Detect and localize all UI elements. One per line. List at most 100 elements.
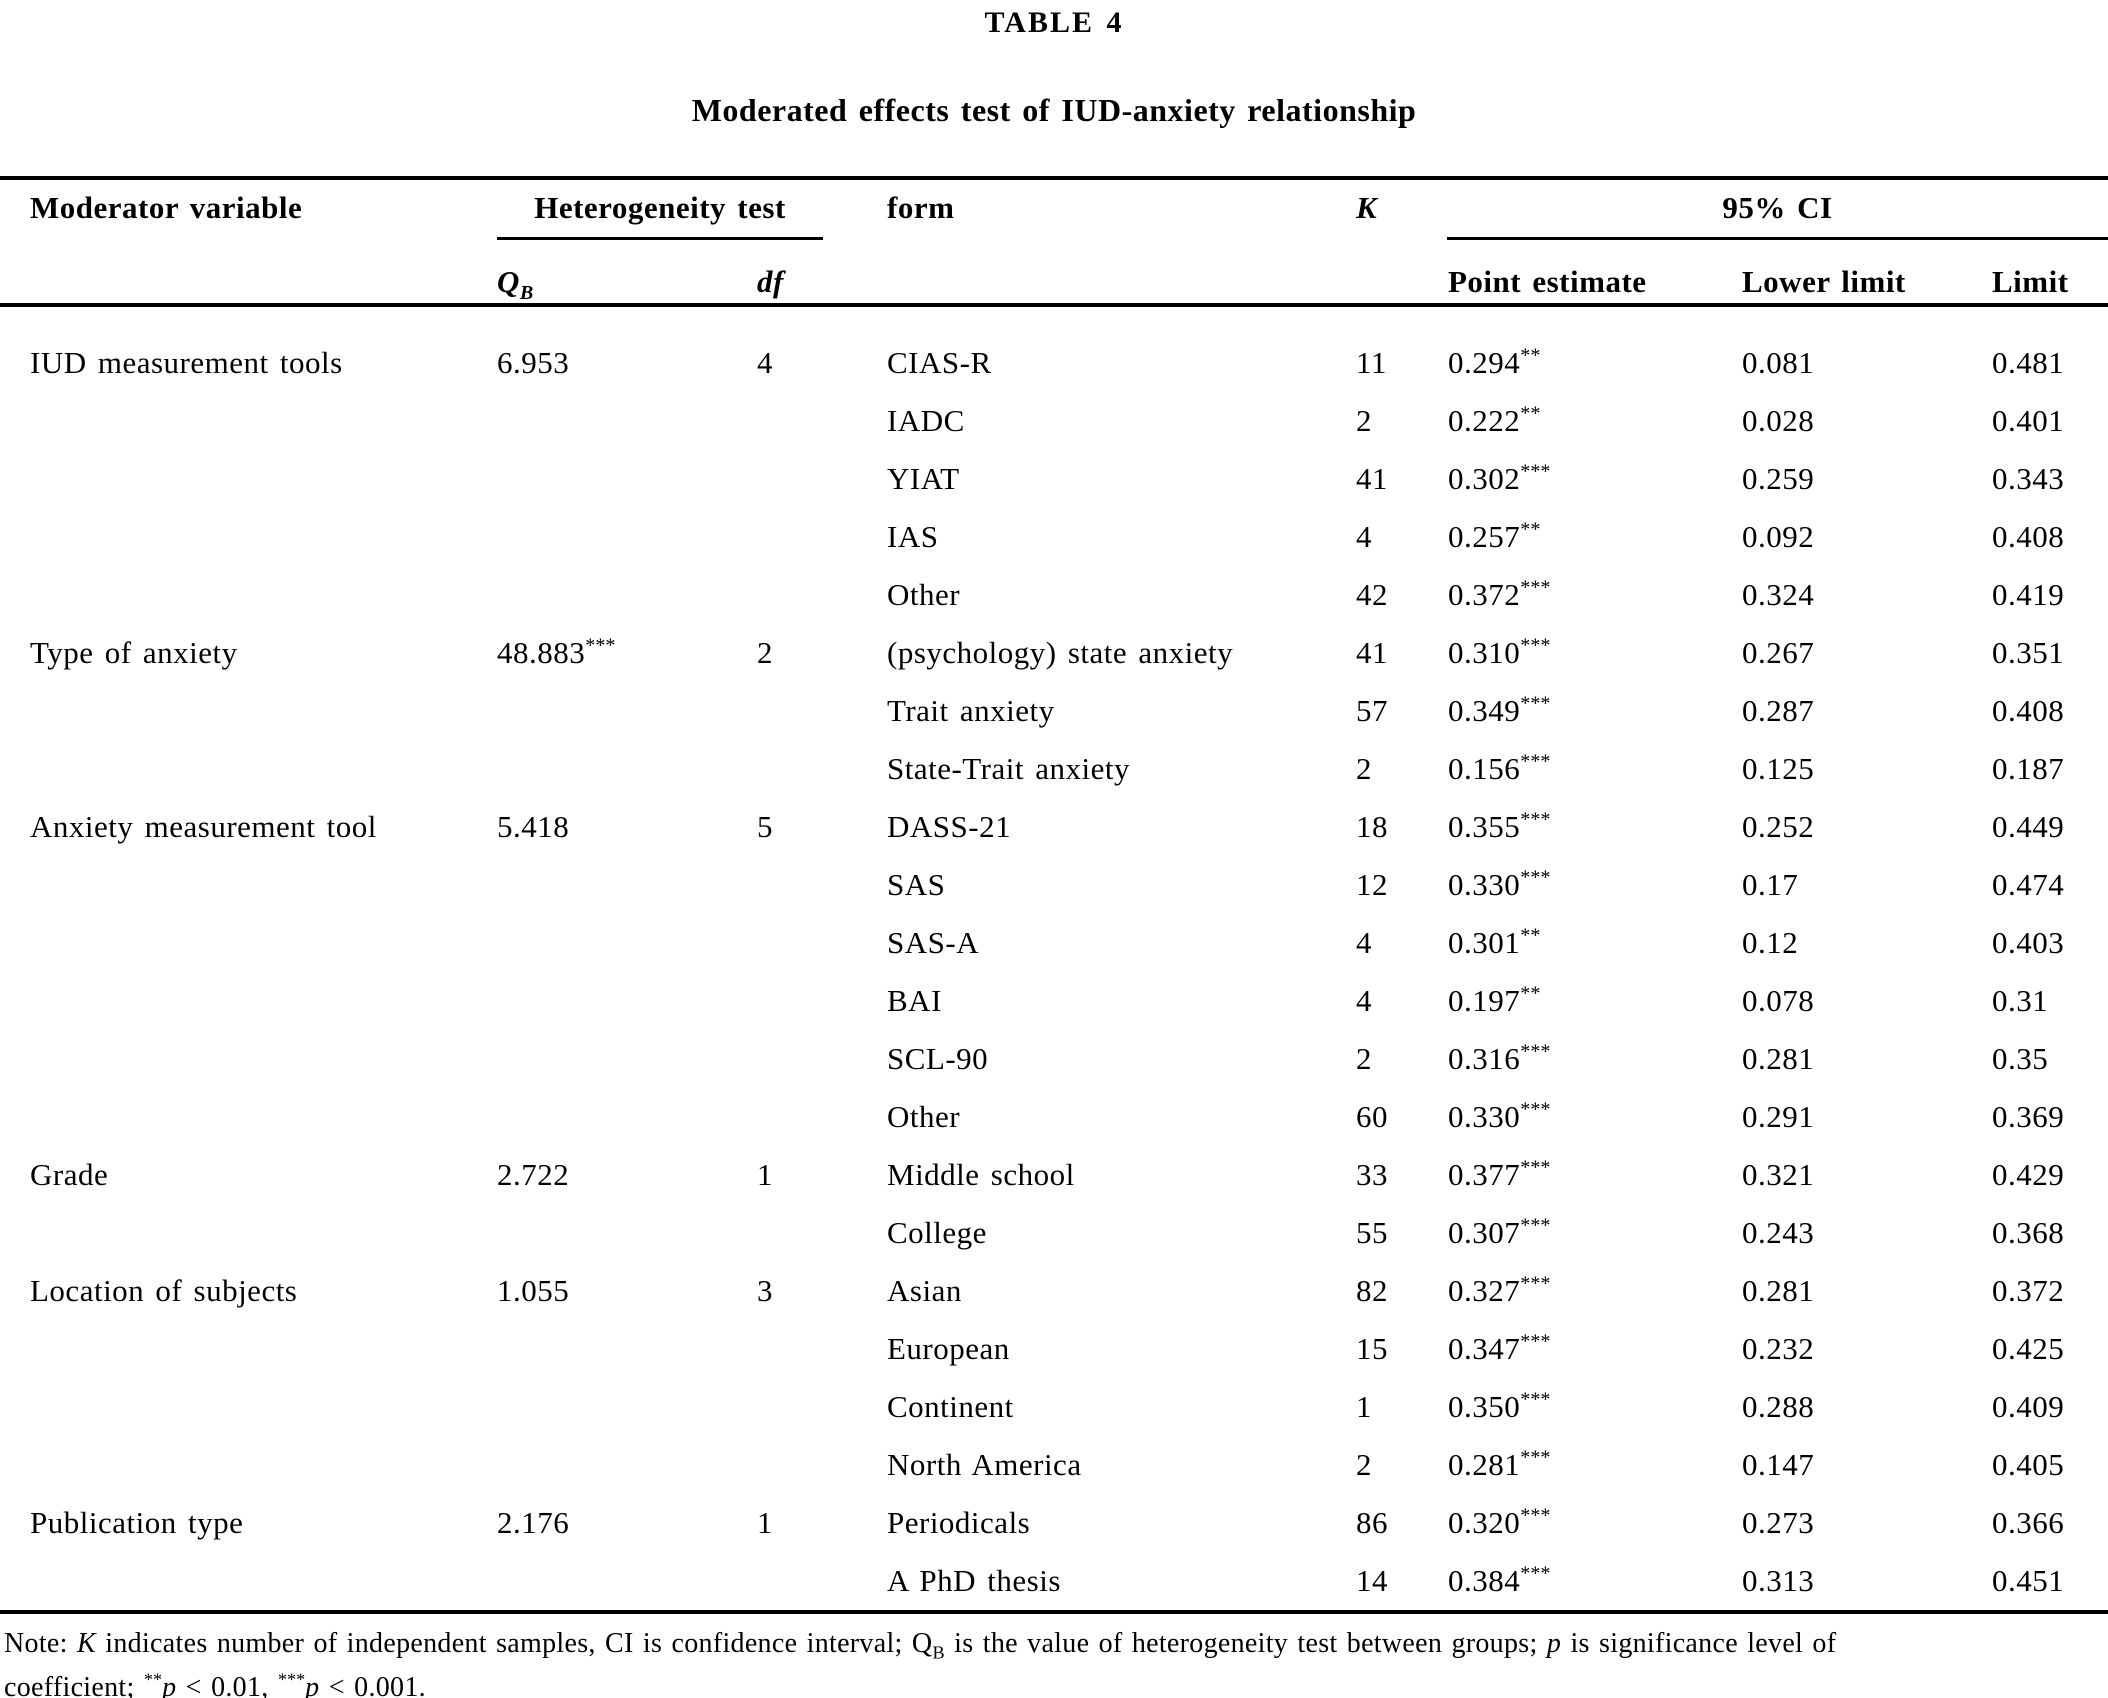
table-row: BAI 4 0.197** 0.078 0.31 (0, 972, 2108, 1030)
col-header-qb: QB (497, 260, 534, 304)
moderator-variable-cell: Anxiety measurement tool (30, 809, 377, 844)
moderator-variable-cell: Type of anxiety (30, 635, 238, 670)
rule-table-bottom (0, 1610, 2108, 1614)
k-cell: 12 (1356, 867, 1388, 902)
form-cell: YIAT (887, 461, 960, 496)
point-estimate-cell: 0.327*** (1448, 1272, 1551, 1308)
col-header-point-estimate: Point estimate (1448, 264, 1647, 299)
table-row: Anxiety measurement tool 5.418 5 DASS-21 18 0… (0, 798, 2108, 856)
form-cell: (psychology) state anxiety (887, 635, 1234, 670)
k-cell: 55 (1356, 1215, 1388, 1250)
note-segment: p (305, 1672, 320, 1698)
limit-cell: 0.368 (1992, 1215, 2065, 1250)
k-cell: 60 (1356, 1099, 1388, 1134)
moderator-variable-cell: Grade (30, 1157, 109, 1192)
table-caption: Moderated effects test of IUD-anxiety re… (691, 92, 1417, 128)
form-cell: Other (887, 1099, 961, 1134)
point-estimate-cell: 0.330*** (1448, 1098, 1551, 1134)
limit-cell: 0.405 (1992, 1447, 2065, 1482)
lower-limit-cell: 0.125 (1742, 751, 1815, 786)
point-estimate-cell: 0.320*** (1448, 1504, 1551, 1540)
note-segment: B (932, 1642, 945, 1663)
k-cell: 41 (1356, 461, 1388, 496)
point-estimate-cell: 0.307*** (1448, 1214, 1551, 1250)
note-segment: *** (277, 1669, 306, 1690)
form-cell: IAS (887, 519, 939, 554)
lower-limit-cell: 0.281 (1742, 1041, 1815, 1076)
point-estimate-cell: 0.355*** (1448, 808, 1551, 844)
note-segment: coefficient; (4, 1672, 144, 1698)
table-row: Publication type 2.176 1 Periodicals 86 0.320… (0, 1494, 2108, 1552)
note-segment: p (162, 1672, 177, 1698)
lower-limit-cell: 0.078 (1742, 983, 1815, 1018)
table-body: IUD measurement tools 6.953 4 CIAS-R 11 0.294… (0, 345, 2108, 1598)
qb-cell: 6.953 (497, 345, 570, 380)
k-cell: 41 (1356, 635, 1388, 670)
form-cell: State-Trait anxiety (887, 751, 1130, 786)
qb-symbol: Q (497, 264, 520, 299)
limit-cell: 0.351 (1992, 635, 2065, 670)
lower-limit-cell: 0.273 (1742, 1505, 1815, 1540)
table-row: Trait anxiety 57 0.349*** 0.287 0.408 (0, 682, 2108, 740)
form-cell: Asian (887, 1273, 962, 1308)
lower-limit-cell: 0.028 (1742, 403, 1815, 438)
limit-cell: 0.474 (1992, 867, 2065, 902)
form-cell: Other (887, 577, 961, 612)
k-cell: 57 (1356, 693, 1388, 728)
form-cell: BAI (887, 983, 942, 1018)
note-segment: indicates number of independent samples,… (96, 1628, 933, 1659)
note-segment: ** (143, 1669, 163, 1690)
note-segment: p (1546, 1628, 1562, 1659)
table-row: State-Trait anxiety 2 0.156*** 0.125 0.187 (0, 740, 2108, 798)
table-row: Grade 2.722 1 Middle school 33 0.377*** 0.321 0… (0, 1146, 2108, 1204)
lower-limit-cell: 0.287 (1742, 693, 1815, 728)
form-cell: DASS-21 (887, 809, 1012, 844)
table-row: North America 2 0.281*** 0.147 0.405 (0, 1436, 2108, 1494)
df-cell: 1 (757, 1157, 773, 1192)
limit-cell: 0.343 (1992, 461, 2065, 496)
qb-cell: 1.055 (497, 1273, 570, 1308)
k-cell: 4 (1356, 519, 1372, 554)
lower-limit-cell: 0.12 (1742, 925, 1799, 960)
moderator-variable-cell: IUD measurement tools (30, 345, 343, 380)
limit-cell: 0.366 (1992, 1505, 2065, 1540)
rule-under-95-ci (1447, 237, 2108, 240)
k-cell: 2 (1356, 1041, 1372, 1076)
limit-cell: 0.425 (1992, 1331, 2065, 1366)
table-row: Continent 1 0.350*** 0.288 0.409 (0, 1378, 2108, 1436)
limit-cell: 0.403 (1992, 925, 2065, 960)
limit-cell: 0.372 (1992, 1273, 2065, 1308)
rule-top (0, 176, 2108, 180)
form-cell: SAS (887, 867, 946, 902)
limit-cell: 0.409 (1992, 1389, 2065, 1424)
k-cell: 42 (1356, 577, 1388, 612)
header-row-2: QB df Point estimate Lower limit Limit (0, 260, 2108, 304)
lower-limit-cell: 0.081 (1742, 345, 1815, 380)
lower-limit-cell: 0.259 (1742, 461, 1815, 496)
form-cell: Trait anxiety (887, 693, 1055, 728)
lower-limit-cell: 0.252 (1742, 809, 1815, 844)
note-segment: is the value of heterogeneity test betwe… (944, 1628, 1547, 1659)
limit-cell: 0.31 (1992, 983, 2049, 1018)
df-cell: 2 (757, 635, 773, 670)
col-header-k: K (1356, 190, 1378, 225)
lower-limit-cell: 0.147 (1742, 1447, 1815, 1482)
rule-header-bottom (0, 303, 2108, 307)
col-header-95-ci: 95% CI (1722, 190, 1833, 225)
lower-limit-cell: 0.17 (1742, 867, 1799, 902)
point-estimate-cell: 0.330*** (1448, 866, 1551, 902)
point-estimate-cell: 0.302*** (1448, 460, 1551, 496)
lower-limit-cell: 0.291 (1742, 1099, 1815, 1134)
point-estimate-cell: 0.316*** (1448, 1040, 1551, 1076)
form-cell: IADC (887, 403, 965, 438)
limit-cell: 0.401 (1992, 403, 2065, 438)
lower-limit-cell: 0.092 (1742, 519, 1815, 554)
point-estimate-cell: 0.310*** (1448, 634, 1551, 670)
rule-under-heterogeneity-test (497, 237, 823, 240)
table-note: Note: K indicates number of independent … (4, 1622, 2104, 1698)
table-row: College 55 0.307*** 0.243 0.368 (0, 1204, 2108, 1262)
k-cell: 2 (1356, 1447, 1372, 1482)
k-cell: 18 (1356, 809, 1388, 844)
k-cell: 15 (1356, 1331, 1388, 1366)
